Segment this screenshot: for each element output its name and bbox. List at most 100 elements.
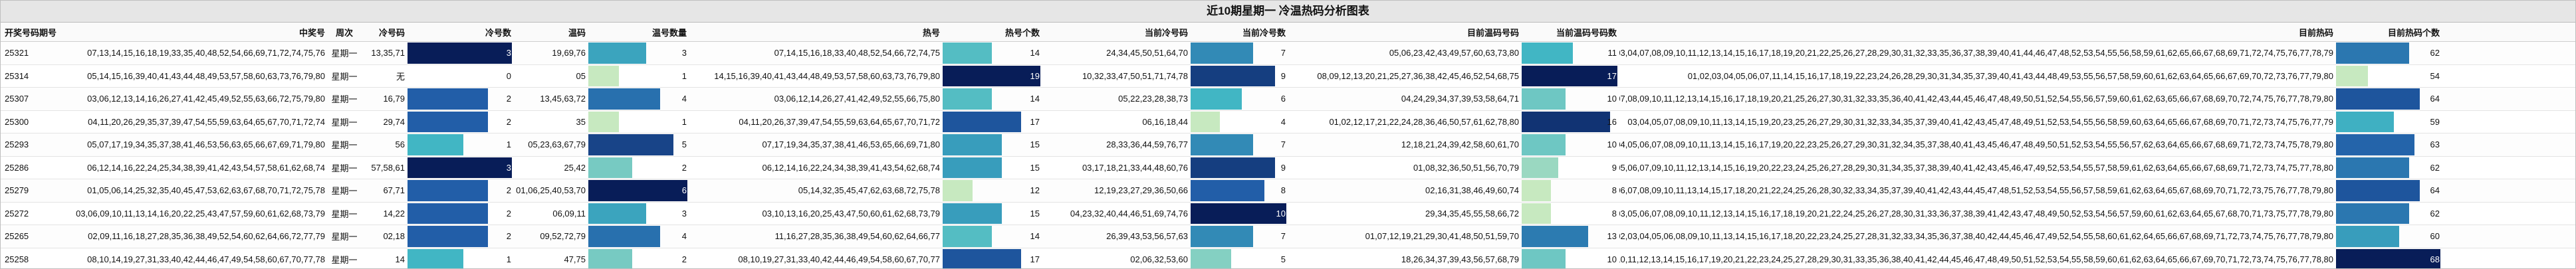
target-hot-count-bar xyxy=(2336,157,2410,178)
target-hot-count-value: 54 xyxy=(2430,70,2440,81)
target-hot-count-value: 59 xyxy=(2430,116,2440,127)
col-tgt-hot-cnt: 目前热码个数 xyxy=(2387,27,2440,38)
col-tgt-warm: 目前温码号码 xyxy=(1466,27,1519,38)
warm-code-cell: 47,75 xyxy=(564,254,586,264)
hot-code-cell: 11,16,27,28,35,36,38,49,54,60,62,64,66,7… xyxy=(774,231,940,242)
current-warm-count-value: 9 xyxy=(1611,162,1617,173)
hot-count-bar xyxy=(943,180,973,201)
current-warm-count-cell: 13 xyxy=(1522,225,1619,248)
target-warm-cell: 02,16,31,38,46,49,60,74 xyxy=(1425,185,1519,196)
warm-code-cell: 01,06,25,40,53,70 xyxy=(516,185,586,196)
current-cold-count-cell: 9 xyxy=(1191,157,1288,179)
table-row[interactable]: 25321 07,13,14,15,16,18,19,33,35,40,48,5… xyxy=(1,42,2575,65)
current-warm-count-cell: 10 xyxy=(1522,248,1619,268)
hot-count-cell: 12 xyxy=(943,179,1042,202)
cold-count-value: 0 xyxy=(506,70,511,81)
hot-count-value: 14 xyxy=(1030,94,1040,104)
warm-count-bar xyxy=(588,111,619,132)
col-week: 周次 xyxy=(335,27,353,38)
target-hot-cell: 02,03,04,05,06,08,09,10,11,13,14,15,16,1… xyxy=(1619,231,2333,242)
period-cell: 25293 xyxy=(5,139,29,150)
warm-count-bar xyxy=(588,65,619,86)
hot-count-cell: 15 xyxy=(943,134,1042,156)
hot-count-cell: 17 xyxy=(943,248,1042,268)
hot-count-cell: 17 xyxy=(943,111,1042,134)
warm-code-cell: 35 xyxy=(576,116,586,127)
cold-code-cell: 13,35,71 xyxy=(371,48,405,58)
current-warm-count-bar xyxy=(1522,111,1610,132)
cold-code-cell: 57,58,61 xyxy=(371,162,405,173)
cold-count-cell: 2 xyxy=(408,203,514,225)
cold-code-cell: 67,71 xyxy=(383,185,405,196)
table-row[interactable]: 25265 02,09,11,16,18,27,28,35,36,38,49,5… xyxy=(1,225,2575,248)
winning-numbers-cell: 01,05,06,14,25,32,35,40,45,47,53,62,63,6… xyxy=(87,185,325,196)
current-warm-count-bar xyxy=(1522,65,1618,86)
current-cold-count-bar xyxy=(1191,157,1276,178)
warm-count-bar xyxy=(588,226,660,247)
hot-count-value: 19 xyxy=(1030,70,1040,81)
hot-count-bar xyxy=(943,203,1002,224)
table-row[interactable]: 25286 06,12,14,16,22,24,25,34,38,39,41,4… xyxy=(1,157,2575,179)
warm-count-value: 1 xyxy=(681,70,687,81)
table-row[interactable]: 25258 08,10,14,19,27,31,33,40,42,44,46,4… xyxy=(1,248,2575,268)
table-row[interactable]: 25307 03,06,12,13,14,16,26,27,41,42,45,4… xyxy=(1,88,2575,111)
table-row[interactable]: 25293 05,07,17,19,34,35,37,38,41,46,53,5… xyxy=(1,134,2575,157)
current-cold-count-cell: 6 xyxy=(1191,88,1288,110)
target-hot-count-bar xyxy=(2336,248,2440,268)
warm-code-cell: 19,69,76 xyxy=(552,48,586,58)
week-cell: 星期一 xyxy=(331,71,358,82)
current-warm-count-bar xyxy=(1522,203,1552,224)
warm-count-bar xyxy=(588,248,633,268)
table-row[interactable]: 25272 03,06,09,10,11,13,14,16,20,22,25,4… xyxy=(1,203,2575,225)
warm-count-cell: 2 xyxy=(588,248,689,268)
col-cur-cold-cnt: 当前冷号数 xyxy=(1242,27,1286,38)
period-cell: 25321 xyxy=(5,48,29,58)
cold-count-cell: 2 xyxy=(408,88,514,110)
current-cold-count-bar xyxy=(1191,65,1276,86)
target-hot-count-bar xyxy=(2336,65,2368,86)
warm-code-cell: 09,52,72,79 xyxy=(540,231,586,242)
target-hot-count-bar xyxy=(2336,88,2420,110)
table-row[interactable]: 25314 05,14,15,16,39,40,41,43,44,48,49,5… xyxy=(1,65,2575,88)
warm-count-bar xyxy=(588,88,660,110)
target-hot-count-value: 62 xyxy=(2430,208,2440,219)
target-warm-cell: 18,26,34,37,39,43,56,57,68,79 xyxy=(1401,254,1519,264)
target-hot-count-bar xyxy=(2336,111,2394,132)
target-hot-cell: 01,03,04,05,06,07,08,09,10,11,13,14,15,1… xyxy=(1619,185,2333,196)
week-cell: 星期一 xyxy=(331,117,358,128)
hot-count-bar xyxy=(943,88,993,110)
current-cold-cell: 24,34,45,50,51,64,70 xyxy=(1106,48,1188,58)
cold-code-cell: 16,79 xyxy=(383,94,405,104)
col-hot-code: 热号 xyxy=(922,27,940,38)
cold-count-value: 2 xyxy=(506,208,511,219)
hot-count-cell: 15 xyxy=(943,157,1042,179)
hot-count-value: 15 xyxy=(1030,162,1040,173)
col-period: 开奖号码期号 xyxy=(5,27,57,38)
hot-count-value: 17 xyxy=(1030,116,1040,127)
week-cell: 星期一 xyxy=(331,186,358,197)
current-warm-count-value: 11 xyxy=(1607,48,1617,58)
col-cold-cnt: 冷号数 xyxy=(485,27,511,38)
current-warm-count-bar xyxy=(1522,43,1574,64)
target-warm-cell: 01,02,12,17,21,22,24,28,36,46,50,57,61,6… xyxy=(1329,116,1519,127)
current-cold-cell: 10,32,33,47,50,51,71,74,78 xyxy=(1082,70,1188,81)
current-warm-count-cell: 10 xyxy=(1522,134,1619,156)
warm-count-cell: 6 xyxy=(588,179,689,202)
cold-count-value: 2 xyxy=(506,231,511,242)
period-cell: 25300 xyxy=(5,116,29,127)
current-cold-count-cell: 5 xyxy=(1191,248,1288,268)
current-cold-cell: 26,39,43,53,56,57,63 xyxy=(1106,231,1188,242)
warm-count-bar xyxy=(588,203,646,224)
table-body: 25321 07,13,14,15,16,18,19,33,35,40,48,5… xyxy=(1,42,2575,268)
target-warm-cell: 05,06,23,42,43,49,57,60,63,73,80 xyxy=(1389,48,1519,58)
table-header: 开奖号码期号 中奖号 周次 冷号码 冷号数 温码 温号数量 热号 热号个数 当前… xyxy=(1,23,2575,42)
table-row[interactable]: 25300 04,11,20,26,29,35,37,39,47,54,55,5… xyxy=(1,111,2575,134)
warm-count-bar xyxy=(588,180,687,201)
current-warm-count-bar xyxy=(1522,248,1566,268)
table-row[interactable]: 25279 01,05,06,14,25,32,35,40,45,47,53,6… xyxy=(1,179,2575,203)
target-hot-count-value: 64 xyxy=(2430,94,2440,104)
warm-count-value: 1 xyxy=(681,116,687,127)
col-warm-code: 温码 xyxy=(568,27,586,38)
current-warm-count-value: 10 xyxy=(1607,139,1617,150)
col-hot-cnt: 热号个数 xyxy=(1004,27,1040,38)
